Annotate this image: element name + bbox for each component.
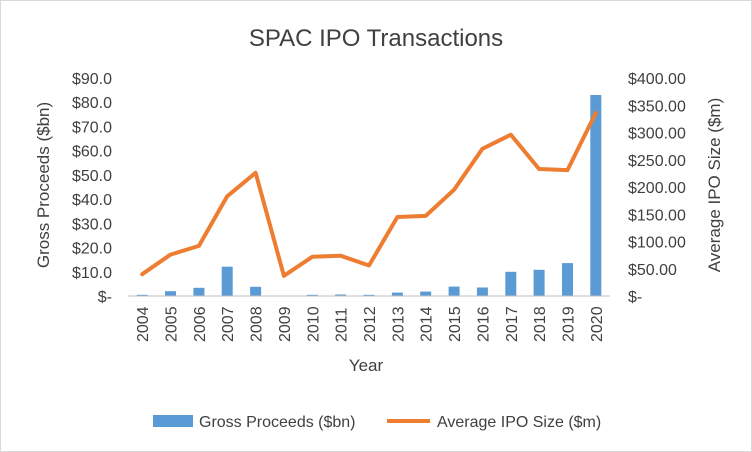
y2-axis-title: Average IPO Size ($m) (705, 98, 724, 272)
x-tick-label: 2009 (277, 306, 294, 342)
left-tick-label: $60.0 (72, 144, 112, 161)
bar-2005 (165, 291, 176, 296)
left-tick-label: $90.0 (72, 71, 112, 88)
x-tick-label: 2011 (334, 307, 351, 342)
x-tick-label: 2016 (475, 306, 492, 342)
right-tick-label: $250.00 (628, 153, 686, 170)
bar-2020 (590, 95, 602, 296)
x-tick-label: 2006 (192, 306, 209, 342)
right-tick-label: $50.00 (628, 262, 677, 279)
plot-area (128, 95, 610, 297)
right-tick-label: $100.00 (628, 235, 686, 252)
bar-2017 (505, 271, 517, 296)
bar-2014 (420, 291, 432, 296)
left-tick-label: $30.0 (72, 216, 112, 233)
x-tick-label: 2005 (164, 306, 181, 342)
x-tick-label: 2013 (390, 306, 407, 342)
x-tick-label: 2019 (561, 306, 578, 342)
y-axis-title: Gross Proceeds ($bn) (34, 102, 53, 268)
average-ipo-size-line (140, 110, 598, 278)
left-tick-label: $10.0 (72, 265, 112, 282)
right-tick-label: $300.00 (628, 126, 686, 143)
x-tick-label: 2015 (447, 306, 464, 342)
right-tick-label: $350.00 (628, 98, 686, 115)
x-tick-label: 2020 (589, 306, 606, 342)
bar-2016 (476, 287, 488, 296)
bar-2008 (250, 286, 262, 296)
bar-2012 (363, 294, 375, 296)
bar-2019 (562, 263, 573, 296)
x-tick-label: 2017 (504, 306, 521, 342)
right-tick-label: $150.00 (628, 207, 686, 224)
bar-2004 (136, 294, 148, 296)
x-axis-ticks: 2004 2005 2006 2007 2008 2009 2010 2011 2012 2013… (135, 306, 606, 342)
legend-label-gross-proceeds: Gross Proceeds ($bn) (199, 414, 356, 431)
bar-2015 (448, 286, 460, 296)
legend-swatch-gross-proceeds (153, 415, 193, 427)
right-axis-ticks: $- $50.00 $100.00 $150.00 $200.00 $250.00 $300… (628, 71, 686, 306)
legend-label-average-ipo-size: Average IPO Size ($m) (437, 414, 601, 431)
left-tick-label: $50.0 (72, 168, 112, 185)
x-tick-label: 2018 (532, 306, 549, 342)
x-tick-label: 2010 (305, 306, 322, 342)
left-tick-label: $40.0 (72, 192, 112, 209)
bar-2006 (193, 287, 205, 296)
left-tick-label: $70.0 (72, 119, 112, 136)
chart-title: SPAC IPO Transactions (249, 25, 503, 52)
left-axis-ticks: $- $10.0 $20.0 $30.0 $40.0 $50.0 $60.0 $70.0 $80… (72, 71, 112, 306)
x-axis-title: Year (349, 356, 384, 375)
x-tick-label: 2014 (419, 306, 436, 342)
left-tick-label: $80.0 (72, 95, 112, 112)
legend: Gross Proceeds ($bn) Average IPO Size ($… (153, 414, 601, 431)
bar-2018 (533, 269, 545, 296)
bar-2011 (335, 294, 347, 296)
left-tick-label: $- (98, 289, 112, 306)
x-tick-label: 2008 (249, 306, 266, 342)
bar-2010 (306, 294, 318, 296)
x-tick-label: 2007 (220, 306, 237, 342)
right-tick-label: $400.00 (628, 71, 686, 88)
bar-2013 (391, 292, 403, 296)
right-tick-label: $200.00 (628, 180, 686, 197)
x-tick-label: 2012 (362, 306, 379, 342)
x-tick-label: 2004 (135, 306, 152, 342)
right-tick-label: $- (628, 289, 642, 306)
bar-2007 (221, 266, 233, 296)
left-tick-label: $20.0 (72, 241, 112, 258)
